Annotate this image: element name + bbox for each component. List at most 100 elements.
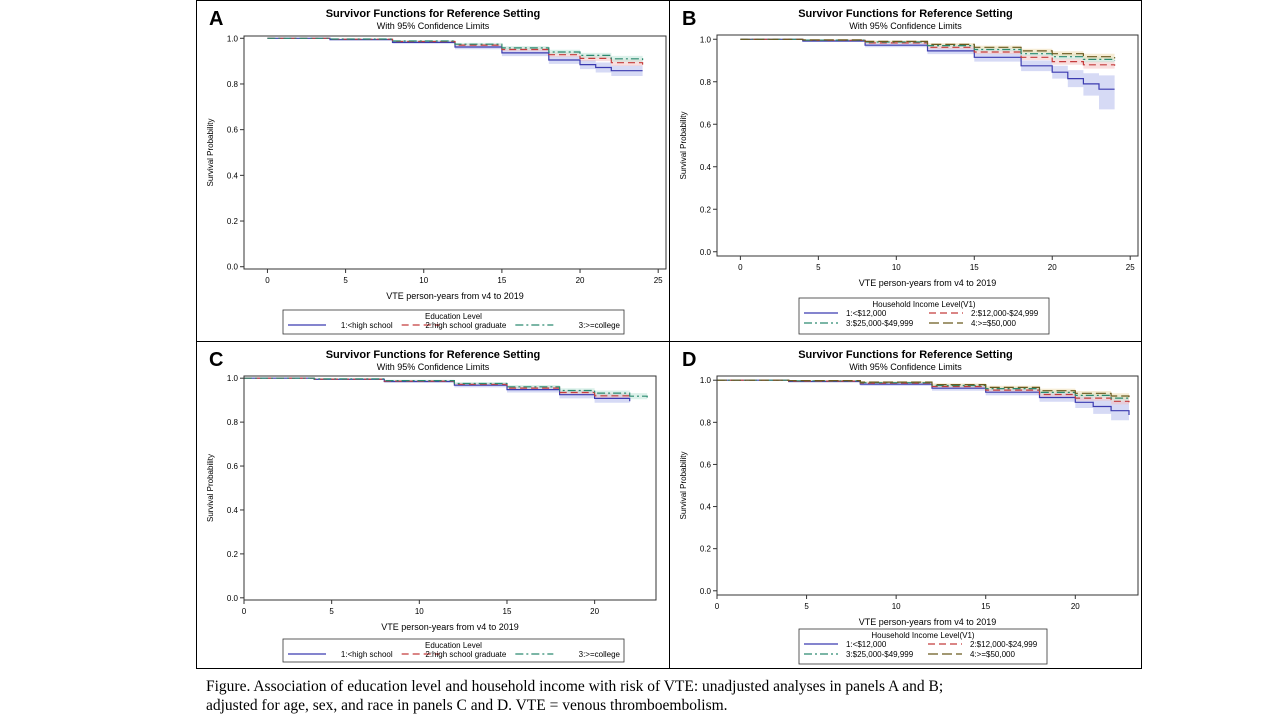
x-tick-label: 5: [804, 602, 809, 611]
x-tick-label: 20: [576, 276, 585, 285]
x-tick-label: 0: [242, 607, 247, 616]
panel-c: C Survivor Functions for Reference Setti…: [196, 341, 670, 669]
legend-box: [282, 638, 625, 663]
series-line-3: [717, 379, 1130, 400]
chart-svg: 0.0 0.2 0.4 0.6 0.8 1.0 0 5 10 15 20 25 VTE person-y…: [679, 34, 1139, 335]
y-tick-label: 1.0: [227, 374, 239, 383]
legend-label: 2:$12,000-$24,999: [971, 309, 1039, 318]
x-axis-label: VTE person-years from v4 to 2019: [859, 617, 997, 627]
x-axis-label: VTE person-years from v4 to 2019: [859, 278, 997, 288]
panel-letter: D: [682, 349, 697, 371]
panel-a: A Survivor Functions for Reference Setti…: [196, 0, 670, 342]
x-tick-label: 0: [738, 263, 743, 272]
x-axis-label: VTE person-years from v4 to 2019: [381, 622, 519, 632]
x-tick-label: 15: [503, 607, 512, 616]
y-tick-label: 0.4: [227, 171, 239, 180]
y-tick-label: 1.0: [227, 34, 239, 43]
plot-frame: [716, 375, 1139, 596]
legend-box: [282, 309, 625, 335]
series-line-3: [740, 38, 1116, 61]
chart-subtitle: With 95% Confidence Limits: [376, 362, 490, 372]
figure-caption: Figure. Association of education level a…: [206, 677, 1166, 715]
y-tick-label: 0.4: [700, 503, 712, 512]
chart-title: Survivor Functions for Reference Setting: [325, 349, 541, 361]
plot-frame: [243, 35, 667, 270]
legend-label: 4:>=$50,000: [970, 650, 1015, 659]
y-tick-label: 0.6: [700, 460, 712, 469]
series-line-3: [244, 377, 648, 398]
y-axis-label: Survival Probability: [206, 454, 215, 522]
panel-letter: B: [682, 8, 697, 30]
series-line-4: [740, 38, 1116, 59]
series-line-2: [244, 377, 631, 400]
legend-label: 1:<$12,000: [846, 309, 887, 318]
y-axis-label: Survival Probability: [679, 451, 688, 519]
confidence-band-1: [717, 380, 1129, 440]
y-tick-label: 0.6: [227, 126, 239, 135]
series-line-3: [267, 37, 644, 61]
caption-line: Figure. Association of education level a…: [206, 678, 944, 695]
x-tick-label: 15: [970, 263, 979, 272]
panel-letter: A: [209, 8, 224, 30]
legend-title: Education Level: [425, 312, 482, 321]
confidence-band-1: [244, 378, 630, 407]
legend-label: 1:<$12,000: [846, 640, 887, 649]
plot-frame: [716, 34, 1139, 257]
y-tick-label: 0.8: [700, 78, 712, 87]
x-tick-label: 5: [816, 263, 821, 272]
chart-svg: 0.0 0.2 0.4 0.6 0.8 1.0 0 5 10 15 20 VTE person-yea…: [206, 374, 657, 663]
x-tick-label: 10: [892, 263, 901, 272]
confidence-bands: [717, 380, 1129, 440]
x-tick-label: 25: [1126, 263, 1135, 272]
x-axis-label: VTE person-years from v4 to 2019: [386, 291, 524, 301]
y-tick-label: 0.2: [227, 217, 239, 226]
x-tick-label: 5: [329, 607, 334, 616]
x-tick-label: 20: [1048, 263, 1057, 272]
x-tick-label: 25: [654, 276, 663, 285]
chart-subtitle: With 95% Confidence Limits: [849, 21, 962, 31]
series-lines: [717, 379, 1130, 415]
y-tick-label: 0.6: [700, 120, 712, 129]
confidence-bands: [244, 378, 648, 407]
x-tick-label: 10: [419, 276, 428, 285]
y-tick-label: 0.8: [227, 418, 239, 427]
legend-label: 2:$12,000-$24,999: [970, 640, 1038, 649]
x-tick-label: 15: [497, 276, 506, 285]
chart-title: Survivor Functions for Reference Setting: [798, 349, 1013, 361]
x-tick-label: 10: [415, 607, 424, 616]
series-line-2: [717, 379, 1130, 403]
x-tick-label: 5: [343, 276, 348, 285]
panel-letter: C: [209, 349, 224, 371]
series-line-4: [717, 379, 1130, 398]
y-tick-label: 0.4: [700, 163, 712, 172]
x-tick-label: 0: [715, 602, 720, 611]
legend-label: 2:high school graduate: [425, 650, 507, 659]
chart-title: Survivor Functions for Reference Setting: [798, 8, 1013, 20]
chart-title: Survivor Functions for Reference Setting: [325, 8, 541, 20]
legend-title: Household Income Level(V1): [872, 300, 976, 309]
series-lines: [267, 37, 644, 72]
y-tick-label: 0.6: [227, 462, 239, 471]
y-tick-label: 1.0: [700, 35, 712, 44]
y-axis-label: Survival Probability: [679, 111, 688, 179]
y-tick-label: 0.0: [227, 594, 239, 603]
y-tick-label: 1.0: [700, 376, 712, 385]
legend-label: 1:<high school: [341, 650, 393, 659]
y-tick-label: 0.8: [700, 418, 712, 427]
panel-b: B Survivor Functions for Reference Setti…: [669, 0, 1142, 342]
legend-box: [798, 297, 1050, 335]
chart-svg: 0.0 0.2 0.4 0.6 0.8 1.0 0 5 10 15 20 VTE person-yea…: [679, 375, 1139, 665]
legend-title: Household Income Level(V1): [871, 631, 975, 640]
y-tick-label: 0.4: [227, 506, 239, 515]
legend-label: 3:>=college: [579, 650, 621, 659]
legend-label: 4:>=$50,000: [971, 319, 1016, 328]
legend-label: 3:$25,000-$49,999: [846, 319, 914, 328]
y-tick-label: 0.0: [700, 248, 712, 257]
legend-label: 1:<high school: [341, 321, 393, 330]
y-tick-label: 0.8: [227, 80, 239, 89]
y-tick-label: 0.0: [700, 587, 712, 596]
y-tick-label: 0.2: [700, 205, 712, 214]
series-lines: [244, 377, 648, 402]
legend-label: 3:>=college: [579, 321, 621, 330]
x-tick-label: 0: [265, 276, 270, 285]
